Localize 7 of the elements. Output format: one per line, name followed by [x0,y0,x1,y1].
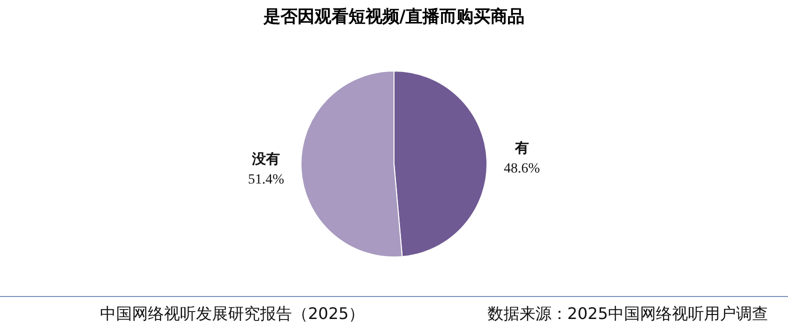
slice-label: 没有 [251,152,280,168]
chart-title: 是否因观看短视频/直播而购买商品 [262,7,525,27]
slice-label: 有 [514,140,529,156]
data-label: 51.4% [248,172,285,188]
footer-divider: 中国网络视听发展研究报告（2025） 数据来源：2025中国网络视听用户调查 [0,296,788,333]
source-note: 数据来源：2025中国网络视听用户调查 [487,304,768,325]
data-label: 48.6% [504,161,540,176]
